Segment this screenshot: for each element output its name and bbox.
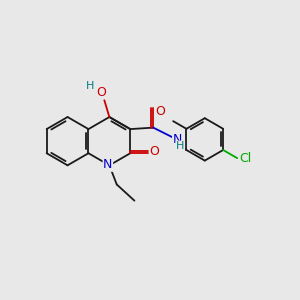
- Text: H: H: [176, 141, 184, 151]
- Text: N: N: [173, 133, 182, 146]
- Text: O: O: [155, 105, 165, 118]
- Text: Cl: Cl: [239, 152, 251, 165]
- Text: O: O: [96, 86, 106, 99]
- Text: N: N: [103, 158, 112, 171]
- Text: O: O: [149, 145, 159, 158]
- Text: H: H: [86, 81, 94, 91]
